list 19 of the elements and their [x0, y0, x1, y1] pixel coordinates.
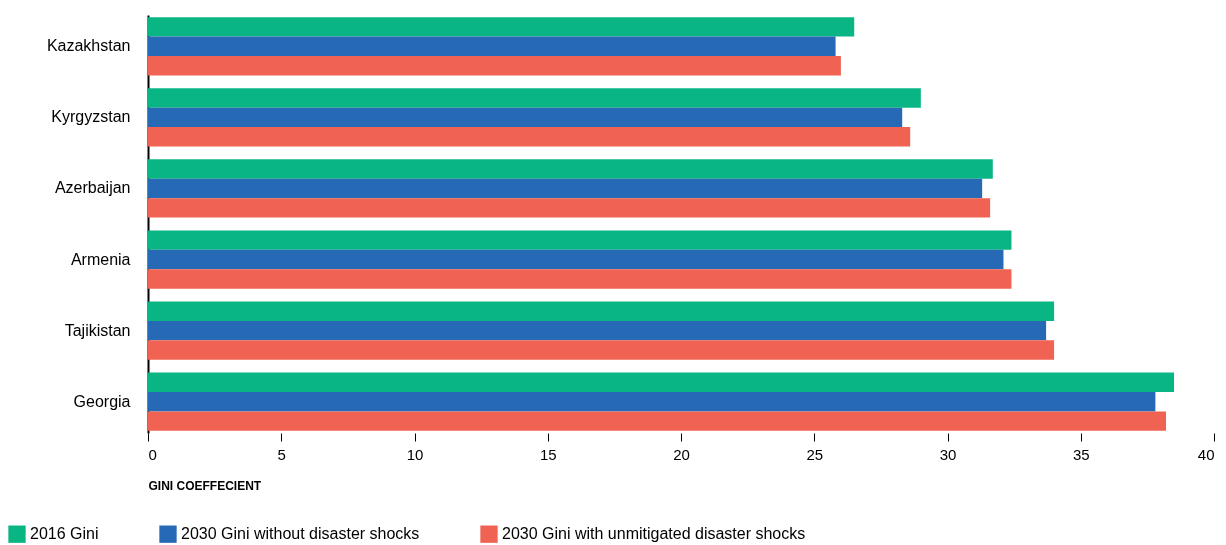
y-tick-label: Azerbaijan — [54, 179, 131, 197]
legend-label: 2016 Gini — [30, 525, 99, 543]
x-tick-label: 25 — [806, 445, 824, 463]
x-tick-label: 10 — [406, 445, 424, 463]
x-tick-label: 30 — [939, 445, 957, 463]
y-tick-label: Georgia — [73, 392, 131, 410]
x-axis-title: GINI COEFFECIENT — [148, 478, 262, 493]
legend-label: 2030 Gini without disaster shocks — [181, 525, 420, 543]
x-tick-label: 40 — [1197, 445, 1215, 463]
x-tick-label: 0 — [148, 445, 157, 463]
x-tick-label: 35 — [1072, 445, 1090, 463]
x-tick-label: 5 — [277, 445, 286, 463]
y-tick-label: Tajikistan — [64, 321, 131, 339]
y-tick-label: Kazakhstan — [46, 37, 131, 55]
y-tick-label: Armenia — [70, 250, 131, 268]
legend-label: 2030 Gini with unmitigated disaster shocks — [502, 525, 806, 543]
y-tick-label: Kyrgyzstan — [51, 108, 131, 126]
x-tick-label: 20 — [673, 445, 690, 463]
x-tick-label: 15 — [539, 445, 557, 463]
